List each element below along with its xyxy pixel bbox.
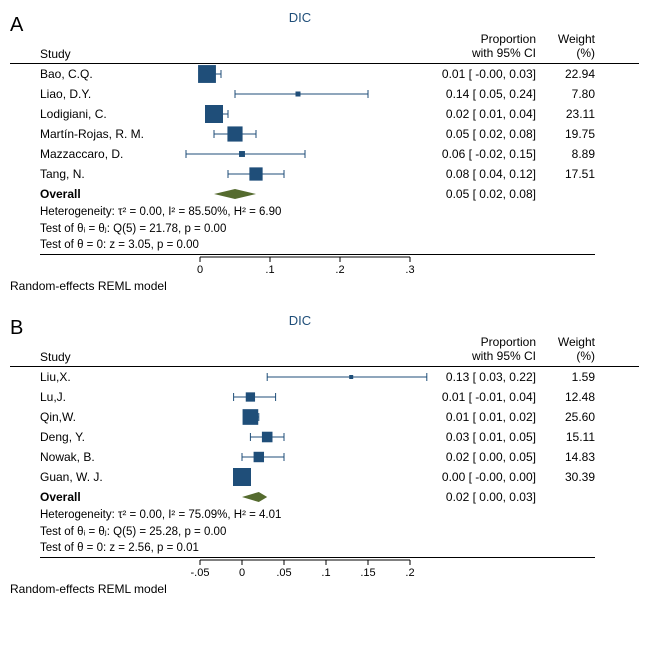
weight: 17.51 [540, 167, 595, 181]
forest-row: Tang, N. 0.08 [ 0.04, 0.12] 17.51 [10, 164, 639, 184]
weight: 23.11 [540, 107, 595, 121]
proportion-ci: 0.08 [ 0.04, 0.12] [410, 167, 540, 181]
forest-row: Lu,J. 0.01 [ -0.01, 0.04] 12.48 [10, 387, 639, 407]
study-name: Mazzaccaro, D. [10, 147, 200, 161]
panel-label: A [10, 14, 23, 37]
col-header-prop: Proportionwith 95% CI [410, 336, 540, 364]
col-header-weight: Weight(%) [540, 336, 595, 364]
study-name: Nowak, B. [10, 450, 200, 464]
weight: 19.75 [540, 127, 595, 141]
overall-prop: 0.02 [ 0.00, 0.03] [410, 490, 540, 504]
proportion-ci: 0.13 [ 0.03, 0.22] [410, 370, 540, 384]
x-axis: 0.1.2.3 [200, 255, 410, 277]
heterogeneity-stat: Test of θ = 0: z = 2.56, p = 0.01 [10, 540, 639, 557]
overall-prop: 0.05 [ 0.02, 0.08] [410, 187, 540, 201]
proportion-ci: 0.03 [ 0.01, 0.05] [410, 430, 540, 444]
weight: 14.83 [540, 450, 595, 464]
col-header-study: Study [10, 350, 200, 364]
study-name: Martín-Rojas, R. M. [10, 127, 200, 141]
overall-row: Overall 0.05 [ 0.02, 0.08] [10, 184, 639, 204]
svg-text:.15: .15 [360, 567, 375, 579]
proportion-ci: 0.01 [ 0.01, 0.02] [410, 410, 540, 424]
forest-row: Lodigiani, C. 0.02 [ 0.01, 0.04] 23.11 [10, 104, 639, 124]
study-name: Tang, N. [10, 167, 200, 181]
svg-text:.1: .1 [265, 264, 274, 276]
heterogeneity-stat: Test of θᵢ = θⱼ: Q(5) = 25.28, p = 0.00 [10, 524, 639, 541]
weight: 8.89 [540, 147, 595, 161]
svg-text:.2: .2 [405, 567, 414, 579]
study-name: Liu,X. [10, 370, 200, 384]
weight: 12.48 [540, 390, 595, 404]
study-name: Liao, D.Y. [10, 87, 200, 101]
col-header-study: Study [10, 47, 200, 61]
forest-row: Guan, W. J. 0.00 [ -0.00, 0.00] 30.39 [10, 467, 639, 487]
heterogeneity-stat: Test of θᵢ = θⱼ: Q(5) = 21.78, p = 0.00 [10, 221, 639, 238]
forest-row: Mazzaccaro, D. 0.06 [ -0.02, 0.15] 8.89 [10, 144, 639, 164]
proportion-ci: 0.06 [ -0.02, 0.15] [410, 147, 540, 161]
chart-title: DIC [210, 10, 390, 25]
weight: 15.11 [540, 430, 595, 444]
col-header-weight: Weight(%) [540, 33, 595, 61]
panel-label: B [10, 317, 23, 340]
proportion-ci: 0.01 [ -0.00, 0.03] [410, 67, 540, 81]
x-axis: -.050.05.1.15.2 [200, 558, 410, 580]
study-name: Qin,W. [10, 410, 200, 424]
svg-text:.05: .05 [276, 567, 291, 579]
svg-text:.3: .3 [405, 264, 414, 276]
svg-text:0: 0 [197, 264, 203, 276]
proportion-ci: 0.01 [ -0.01, 0.04] [410, 390, 540, 404]
model-note: Random-effects REML model [10, 582, 639, 596]
study-name: Lodigiani, C. [10, 107, 200, 121]
weight: 1.59 [540, 370, 595, 384]
forest-row: Liu,X. 0.13 [ 0.03, 0.22] 1.59 [10, 367, 639, 387]
svg-text:0: 0 [239, 567, 245, 579]
model-note: Random-effects REML model [10, 279, 639, 293]
forest-row: Nowak, B. 0.02 [ 0.00, 0.05] 14.83 [10, 447, 639, 467]
study-name: Guan, W. J. [10, 470, 200, 484]
forest-row: Deng, Y. 0.03 [ 0.01, 0.05] 15.11 [10, 427, 639, 447]
proportion-ci: 0.05 [ 0.02, 0.08] [410, 127, 540, 141]
heterogeneity-stat: Heterogeneity: τ² = 0.00, I² = 75.09%, H… [10, 507, 639, 524]
heterogeneity-stat: Test of θ = 0: z = 3.05, p = 0.00 [10, 237, 639, 254]
forest-row: Martín-Rojas, R. M. 0.05 [ 0.02, 0.08] 1… [10, 124, 639, 144]
study-name: Bao, C.Q. [10, 67, 200, 81]
heterogeneity-stat: Heterogeneity: τ² = 0.00, I² = 85.50%, H… [10, 204, 639, 221]
proportion-ci: 0.14 [ 0.05, 0.24] [410, 87, 540, 101]
forest-row: Bao, C.Q. 0.01 [ -0.00, 0.03] 22.94 [10, 64, 639, 84]
svg-text:.2: .2 [335, 264, 344, 276]
proportion-ci: 0.02 [ 0.01, 0.04] [410, 107, 540, 121]
weight: 25.60 [540, 410, 595, 424]
study-name: Lu,J. [10, 390, 200, 404]
col-header-prop: Proportionwith 95% CI [410, 33, 540, 61]
svg-text:.1: .1 [321, 567, 330, 579]
svg-text:-.05: -.05 [191, 567, 210, 579]
overall-label: Overall [10, 490, 200, 504]
proportion-ci: 0.02 [ 0.00, 0.05] [410, 450, 540, 464]
chart-title: DIC [210, 313, 390, 328]
forest-row: Liao, D.Y. 0.14 [ 0.05, 0.24] 7.80 [10, 84, 639, 104]
forest-row: Qin,W. 0.01 [ 0.01, 0.02] 25.60 [10, 407, 639, 427]
weight: 22.94 [540, 67, 595, 81]
overall-row: Overall 0.02 [ 0.00, 0.03] [10, 487, 639, 507]
proportion-ci: 0.00 [ -0.00, 0.00] [410, 470, 540, 484]
overall-label: Overall [10, 187, 200, 201]
study-name: Deng, Y. [10, 430, 200, 444]
weight: 7.80 [540, 87, 595, 101]
weight: 30.39 [540, 470, 595, 484]
